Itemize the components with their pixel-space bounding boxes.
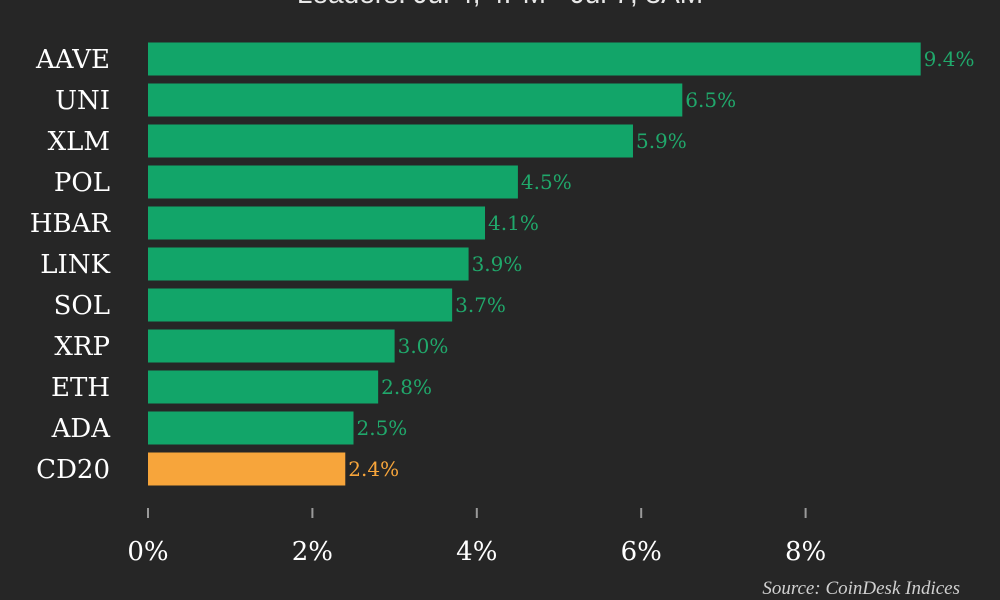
bar-xlm <box>148 124 633 158</box>
value-label-hbar: 4.1% <box>488 211 539 235</box>
value-label-link: 3.9% <box>472 252 523 276</box>
bar-uni <box>148 83 683 117</box>
bar-aave <box>148 42 921 76</box>
category-label-xlm: XLM <box>48 127 110 157</box>
bar-cd20 <box>148 452 346 486</box>
category-label-uni: UNI <box>55 86 110 116</box>
bar-xrp <box>148 329 395 363</box>
x-tick-label-8: 8% <box>785 537 826 567</box>
value-label-xrp: 3.0% <box>398 334 449 358</box>
source-note: Source: CoinDesk Indices <box>762 578 960 599</box>
bar-ada <box>148 411 354 445</box>
chart-title: Leaders: Jul 4, 4PM - Jul 7, 3AM <box>0 0 1000 10</box>
category-label-sol: SOL <box>54 291 110 321</box>
x-tick-label-2: 2% <box>292 537 333 567</box>
x-tick-label-0: 0% <box>127 537 168 567</box>
bar-sol <box>148 288 453 322</box>
category-label-hbar: HBAR <box>30 209 112 239</box>
value-label-uni: 6.5% <box>685 88 736 112</box>
value-label-cd20: 2.4% <box>348 457 399 481</box>
value-label-sol: 3.7% <box>455 293 506 317</box>
category-label-cd20: CD20 <box>36 455 110 485</box>
category-label-pol: POL <box>54 168 110 198</box>
category-label-link: LINK <box>40 250 110 280</box>
bar-hbar <box>148 206 486 240</box>
value-label-ada: 2.5% <box>357 416 408 440</box>
bar-link <box>148 247 469 281</box>
category-label-xrp: XRP <box>54 332 110 362</box>
category-label-aave: AAVE <box>35 45 110 75</box>
value-label-xlm: 5.9% <box>636 129 687 153</box>
bar-pol <box>148 165 518 199</box>
bar-eth <box>148 370 379 404</box>
value-label-aave: 9.4% <box>924 47 975 71</box>
value-label-pol: 4.5% <box>521 170 572 194</box>
category-label-eth: ETH <box>51 373 110 403</box>
category-label-ada: ADA <box>51 414 112 444</box>
x-tick-label-6: 6% <box>621 537 662 567</box>
x-tick-label-4: 4% <box>456 537 497 567</box>
value-label-eth: 2.8% <box>381 375 432 399</box>
